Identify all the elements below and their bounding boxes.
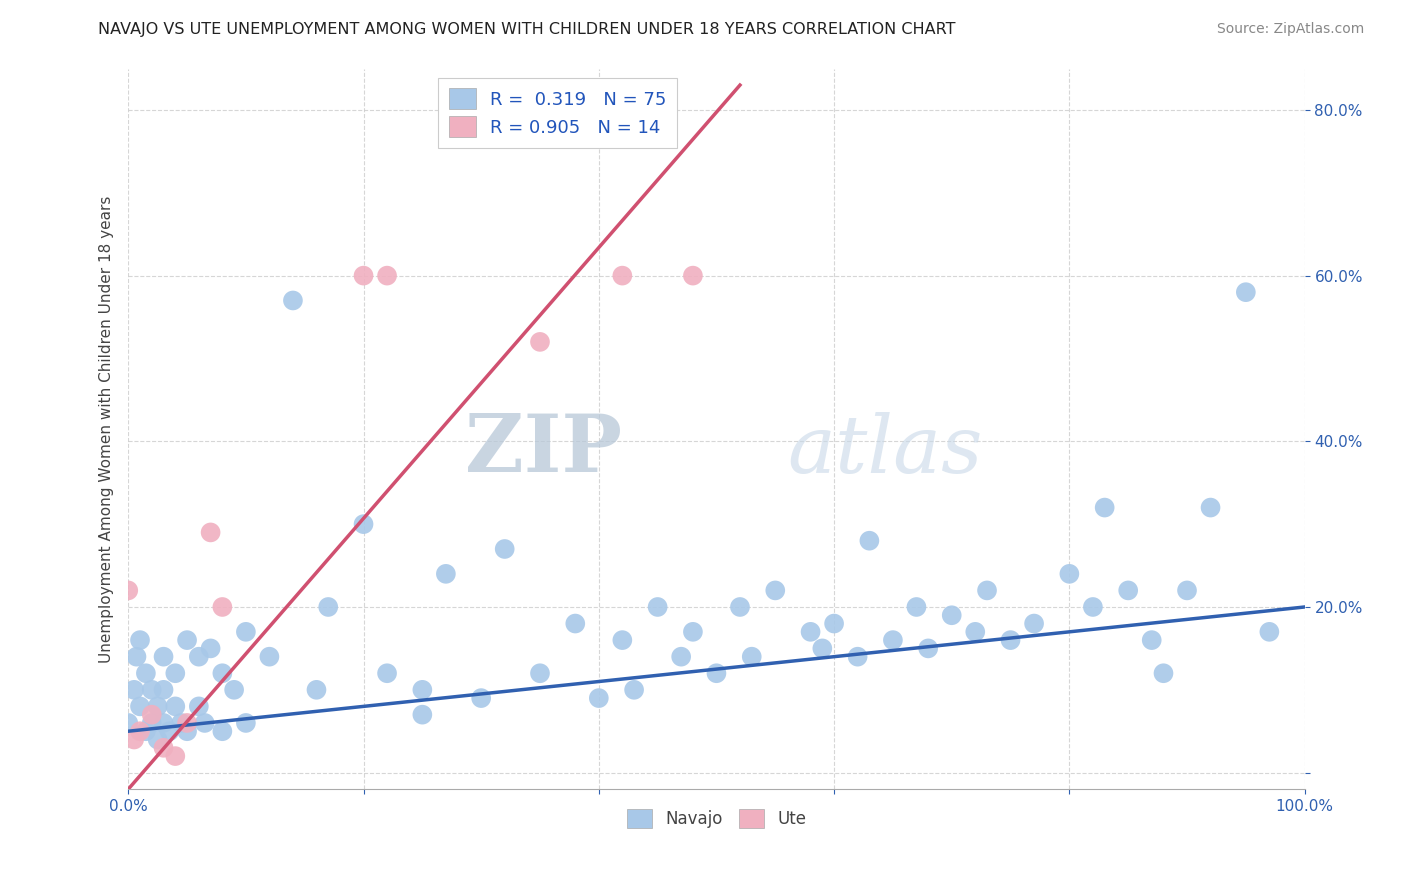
Point	[905, 599, 928, 614]
Point	[976, 583, 998, 598]
Point	[1175, 583, 1198, 598]
Text: NAVAJO VS UTE UNEMPLOYMENT AMONG WOMEN WITH CHILDREN UNDER 18 YEARS CORRELATION : NAVAJO VS UTE UNEMPLOYMENT AMONG WOMEN W…	[98, 22, 956, 37]
Point	[941, 608, 963, 623]
Point	[176, 633, 198, 648]
Point	[211, 724, 233, 739]
Point	[135, 724, 157, 739]
Point	[224, 682, 246, 697]
Point	[823, 616, 845, 631]
Point	[917, 641, 939, 656]
Point	[122, 732, 145, 747]
Point	[965, 624, 987, 639]
Point	[375, 666, 398, 681]
Point	[612, 268, 634, 283]
Point	[1059, 566, 1081, 581]
Point	[165, 749, 187, 764]
Point	[152, 740, 174, 755]
Point	[1199, 500, 1222, 515]
Point	[669, 649, 692, 664]
Point	[200, 641, 222, 656]
Point	[612, 633, 634, 648]
Point	[211, 599, 233, 614]
Point	[1234, 285, 1257, 300]
Point	[623, 682, 645, 697]
Point	[1081, 599, 1104, 614]
Text: Source: ZipAtlas.com: Source: ZipAtlas.com	[1216, 22, 1364, 37]
Point	[529, 666, 551, 681]
Point	[141, 707, 163, 722]
Point	[858, 533, 880, 548]
Point	[141, 682, 163, 697]
Point	[176, 715, 198, 730]
Point	[1116, 583, 1139, 598]
Point	[152, 682, 174, 697]
Point	[529, 334, 551, 349]
Text: atlas: atlas	[787, 412, 983, 489]
Point	[588, 691, 610, 706]
Legend: Navajo, Ute: Navajo, Ute	[620, 803, 813, 835]
Point	[211, 666, 233, 681]
Point	[129, 724, 152, 739]
Text: ZIP: ZIP	[465, 411, 623, 490]
Point	[117, 715, 139, 730]
Point	[763, 583, 786, 598]
Point	[1000, 633, 1022, 648]
Point	[1140, 633, 1163, 648]
Point	[165, 699, 187, 714]
Point	[316, 599, 339, 614]
Point	[728, 599, 751, 614]
Point	[259, 649, 281, 664]
Point	[152, 715, 174, 730]
Point	[434, 566, 457, 581]
Point	[187, 699, 209, 714]
Point	[187, 649, 209, 664]
Point	[129, 633, 152, 648]
Point	[146, 732, 169, 747]
Point	[200, 525, 222, 540]
Point	[159, 724, 181, 739]
Point	[125, 649, 148, 664]
Point	[281, 293, 304, 308]
Point	[152, 649, 174, 664]
Point	[129, 699, 152, 714]
Point	[305, 682, 328, 697]
Point	[1153, 666, 1175, 681]
Point	[494, 541, 516, 556]
Point	[122, 682, 145, 697]
Point	[146, 699, 169, 714]
Point	[194, 715, 217, 730]
Point	[165, 666, 187, 681]
Point	[375, 268, 398, 283]
Point	[176, 724, 198, 739]
Point	[682, 268, 704, 283]
Point	[682, 624, 704, 639]
Y-axis label: Unemployment Among Women with Children Under 18 years: Unemployment Among Women with Children U…	[100, 195, 114, 663]
Point	[741, 649, 763, 664]
Point	[706, 666, 728, 681]
Point	[411, 707, 433, 722]
Point	[170, 715, 193, 730]
Point	[235, 715, 257, 730]
Point	[882, 633, 904, 648]
Point	[1094, 500, 1116, 515]
Point	[411, 682, 433, 697]
Point	[1022, 616, 1045, 631]
Point	[353, 517, 375, 532]
Point	[117, 583, 139, 598]
Point	[811, 641, 834, 656]
Point	[1258, 624, 1281, 639]
Point	[353, 268, 375, 283]
Point	[141, 715, 163, 730]
Point	[564, 616, 586, 631]
Point	[800, 624, 823, 639]
Point	[846, 649, 869, 664]
Point	[135, 666, 157, 681]
Point	[647, 599, 669, 614]
Point	[470, 691, 492, 706]
Point	[235, 624, 257, 639]
